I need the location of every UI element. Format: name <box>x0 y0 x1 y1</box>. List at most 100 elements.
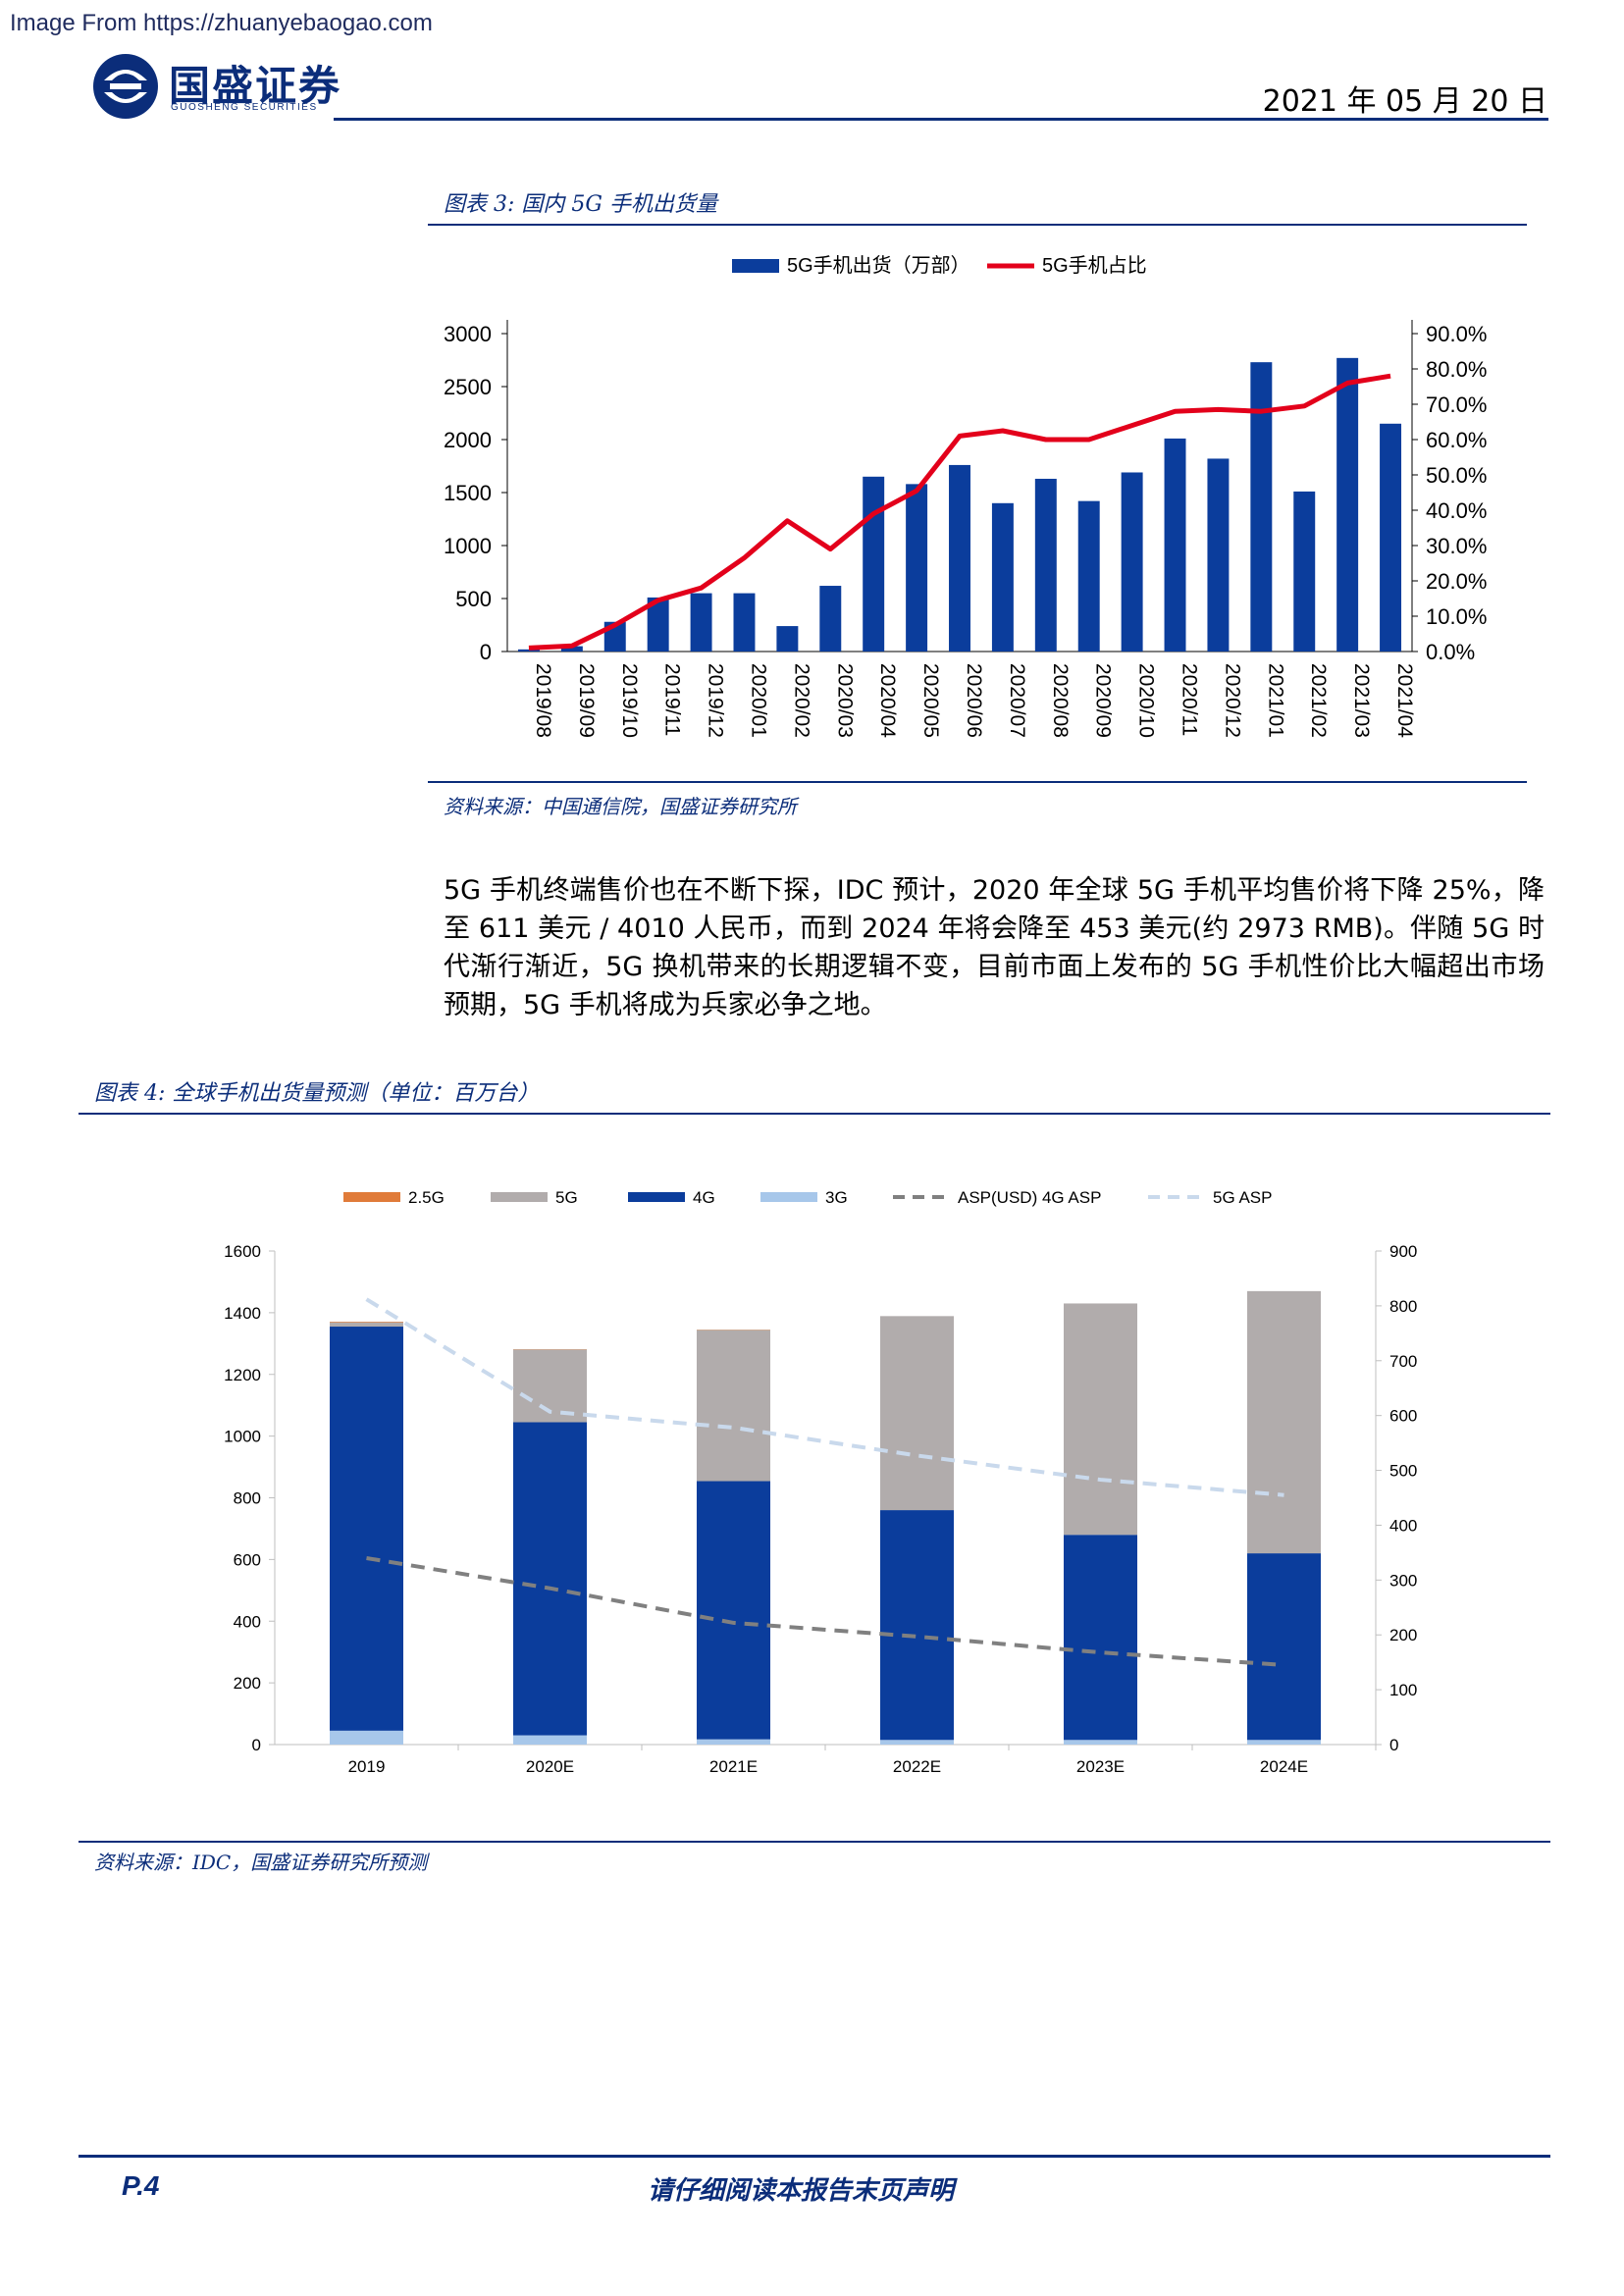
shipment-bar <box>1293 491 1316 652</box>
bar-segment-5g <box>330 1322 403 1328</box>
figure3-top-rule <box>428 224 1527 226</box>
right-tick-label: 200 <box>1389 1626 1417 1644</box>
x-tick-label: 2020/01 <box>747 663 769 738</box>
figure4-chart: 2.5G 5G 4G 3G ASP(USD) 4G ASP 5G ASP 1600 1400 1… <box>224 1188 1417 1776</box>
right-tick-label: 40.0% <box>1426 498 1487 523</box>
x-tick-label: 2019/12 <box>705 663 727 738</box>
shipment-bar <box>863 476 885 652</box>
right-tick-label: 80.0% <box>1426 357 1487 382</box>
legend-label: 5G ASP <box>1213 1188 1272 1207</box>
left-tick-label: 500 <box>455 587 492 611</box>
shipment-bar <box>1034 478 1057 652</box>
bar-segment-4g <box>1064 1535 1137 1741</box>
bar-segment-4g <box>513 1422 587 1736</box>
bar-segment-5g <box>1247 1290 1321 1554</box>
legend-label-share: 5G手机占比 <box>1042 254 1147 277</box>
x-tick-label: 2021/03 <box>1350 663 1373 738</box>
x-tick-label: 2019/11 <box>661 663 684 736</box>
bar-segment-3g <box>1247 1740 1321 1745</box>
bar-segment-4g <box>880 1510 954 1741</box>
legend-swatch-shipments <box>732 259 779 273</box>
bar-segment-3g <box>330 1730 403 1745</box>
bar-segment-4g <box>697 1481 770 1740</box>
legend-swatch-4g <box>628 1192 685 1202</box>
right-tick-label: 70.0% <box>1426 392 1487 417</box>
figure4-top-rule <box>79 1113 1550 1115</box>
right-tick-label: 600 <box>1389 1407 1417 1426</box>
x-tick-label: 2020/03 <box>833 663 856 738</box>
left-tick-label: 400 <box>234 1612 261 1631</box>
x-tick-label: 2019/10 <box>618 663 641 738</box>
shipment-bar <box>560 646 583 652</box>
left-tick-label: 3000 <box>444 322 492 346</box>
legend-swatch-5g <box>491 1192 548 1202</box>
x-tick-label: 2024E <box>1260 1757 1308 1776</box>
right-tick-label: 90.0% <box>1426 322 1487 346</box>
asp-line <box>365 1297 1284 1497</box>
right-tick-label: 400 <box>1389 1516 1417 1535</box>
x-tick-label: 2020/04 <box>876 663 899 738</box>
x-tick-label: 2020/02 <box>790 663 812 738</box>
bar-segment-3g <box>697 1739 770 1745</box>
asp-line <box>366 1556 1284 1667</box>
left-tick-label: 1400 <box>224 1304 261 1323</box>
shipment-bar <box>1077 500 1100 652</box>
right-tick-label: 50.0% <box>1426 463 1487 488</box>
disclaimer-note: 请仔细阅读本报告末页声明 <box>648 2176 955 2206</box>
header-rule <box>334 118 1548 121</box>
shipment-bar <box>1336 357 1359 652</box>
right-tick-label: 100 <box>1389 1681 1417 1699</box>
shipment-bar <box>1121 472 1143 652</box>
guosheng-logo-icon <box>93 54 158 119</box>
right-tick-label: 900 <box>1389 1242 1417 1261</box>
shipment-bar <box>906 484 928 652</box>
right-tick-label: 0.0% <box>1426 640 1475 664</box>
legend-label: 4G <box>693 1188 715 1207</box>
right-tick-label: 0 <box>1389 1736 1398 1754</box>
right-tick-label: 700 <box>1389 1352 1417 1371</box>
x-tick-label: 2020E <box>526 1757 574 1776</box>
bar-segment-3g <box>513 1735 587 1745</box>
page-number: P.4 <box>122 2170 160 2201</box>
x-tick-label: 2020/11 <box>1179 663 1201 736</box>
x-tick-label: 2023E <box>1076 1757 1125 1776</box>
left-tick-label: 2000 <box>444 428 492 452</box>
shipment-bar <box>1207 458 1230 652</box>
bar-segment-5g <box>880 1316 954 1511</box>
x-tick-label: 2020/09 <box>1092 663 1115 738</box>
bar-segment-3g <box>1064 1740 1137 1745</box>
footer-rule <box>79 2155 1550 2158</box>
report-date: 2021 年 05 月 20 日 <box>1262 84 1547 119</box>
left-tick-label: 200 <box>234 1674 261 1693</box>
figure3-bottom-rule <box>428 781 1527 783</box>
left-tick-label: 1000 <box>224 1428 261 1446</box>
shipment-bar <box>517 649 540 652</box>
brand-name-en: GUOSHENG SECURITIES <box>171 102 318 113</box>
shipment-bar <box>1380 423 1402 652</box>
x-tick-label: 2021/01 <box>1264 663 1286 738</box>
left-tick-label: 800 <box>234 1489 261 1508</box>
figure3-source: 资料来源：中国通信院，国盛证券研究所 <box>444 795 797 818</box>
bar-segment-4g <box>1247 1553 1321 1741</box>
x-tick-label: 2020/05 <box>919 663 942 738</box>
right-tick-label: 60.0% <box>1426 428 1487 452</box>
right-tick-label: 30.0% <box>1426 534 1487 558</box>
legend-label: ASP(USD) 4G ASP <box>958 1188 1101 1207</box>
watermark-text: Image From https://zhuanyebaogao.com <box>10 10 433 36</box>
figure3-caption: 图表 3: 国内 5G 手机出货量 <box>444 192 717 217</box>
shipment-bar <box>1164 438 1186 652</box>
legend-label: 5G <box>555 1188 578 1207</box>
body-paragraph: 5G 手机终端售价也在不断下探，IDC 预计，2020 年全球 5G 手机平均售… <box>444 875 1545 1020</box>
figure4-source: 资料来源：IDC，国盛证券研究所预测 <box>94 1851 428 1874</box>
shipment-bar <box>647 597 669 652</box>
figure4-bottom-rule <box>79 1841 1550 1843</box>
brand-name: 国盛证券 <box>169 62 342 110</box>
shipment-bar <box>949 464 970 652</box>
right-tick-label: 800 <box>1389 1297 1417 1316</box>
shipment-bar <box>1250 362 1273 652</box>
x-tick-label: 2020/10 <box>1135 663 1158 738</box>
right-tick-label: 500 <box>1389 1462 1417 1481</box>
x-tick-label: 2022E <box>893 1757 941 1776</box>
figure4-caption: 图表 4: 全球手机出货量预测（单位：百万台） <box>94 1081 540 1106</box>
legend-label: 3G <box>825 1188 848 1207</box>
